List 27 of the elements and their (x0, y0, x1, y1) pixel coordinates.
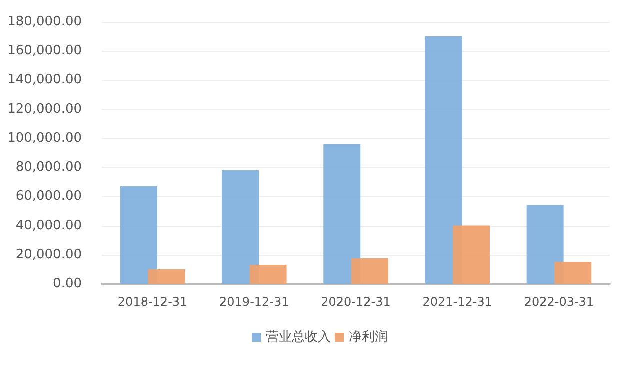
y-tick-label: 0.00 (53, 276, 82, 292)
legend-label: 营业总收入 (266, 330, 331, 345)
x-tick-label: 2022-03-31 (524, 295, 594, 309)
x-tick-label: 2021-12-31 (422, 295, 492, 309)
y-tick-label: 100,000.00 (8, 130, 82, 146)
bar (148, 269, 186, 284)
bar (554, 262, 592, 284)
y-tick-label: 80,000.00 (16, 160, 82, 176)
y-tick-label: 140,000.00 (8, 72, 82, 88)
bar (222, 170, 260, 284)
bar (425, 36, 462, 284)
x-tick-label: 2019-12-31 (220, 295, 290, 309)
bar (324, 144, 361, 284)
bar (452, 226, 490, 284)
y-tick-label: 20,000.00 (16, 247, 82, 262)
bar (526, 205, 564, 284)
y-tick-label: 60,000.00 (16, 189, 82, 204)
y-tick-label: 180,000.00 (8, 14, 82, 30)
y-tick-label: 40,000.00 (16, 218, 82, 234)
bar (120, 186, 158, 284)
legend-label: 净利润 (349, 330, 388, 345)
x-tick-label: 2018-12-31 (118, 295, 188, 309)
x-tick-label: 2020-12-31 (321, 295, 391, 309)
bar (351, 258, 388, 284)
y-tick-label: 120,000.00 (8, 102, 82, 117)
bar (250, 265, 287, 284)
y-tick-label: 160,000.00 (8, 44, 82, 59)
